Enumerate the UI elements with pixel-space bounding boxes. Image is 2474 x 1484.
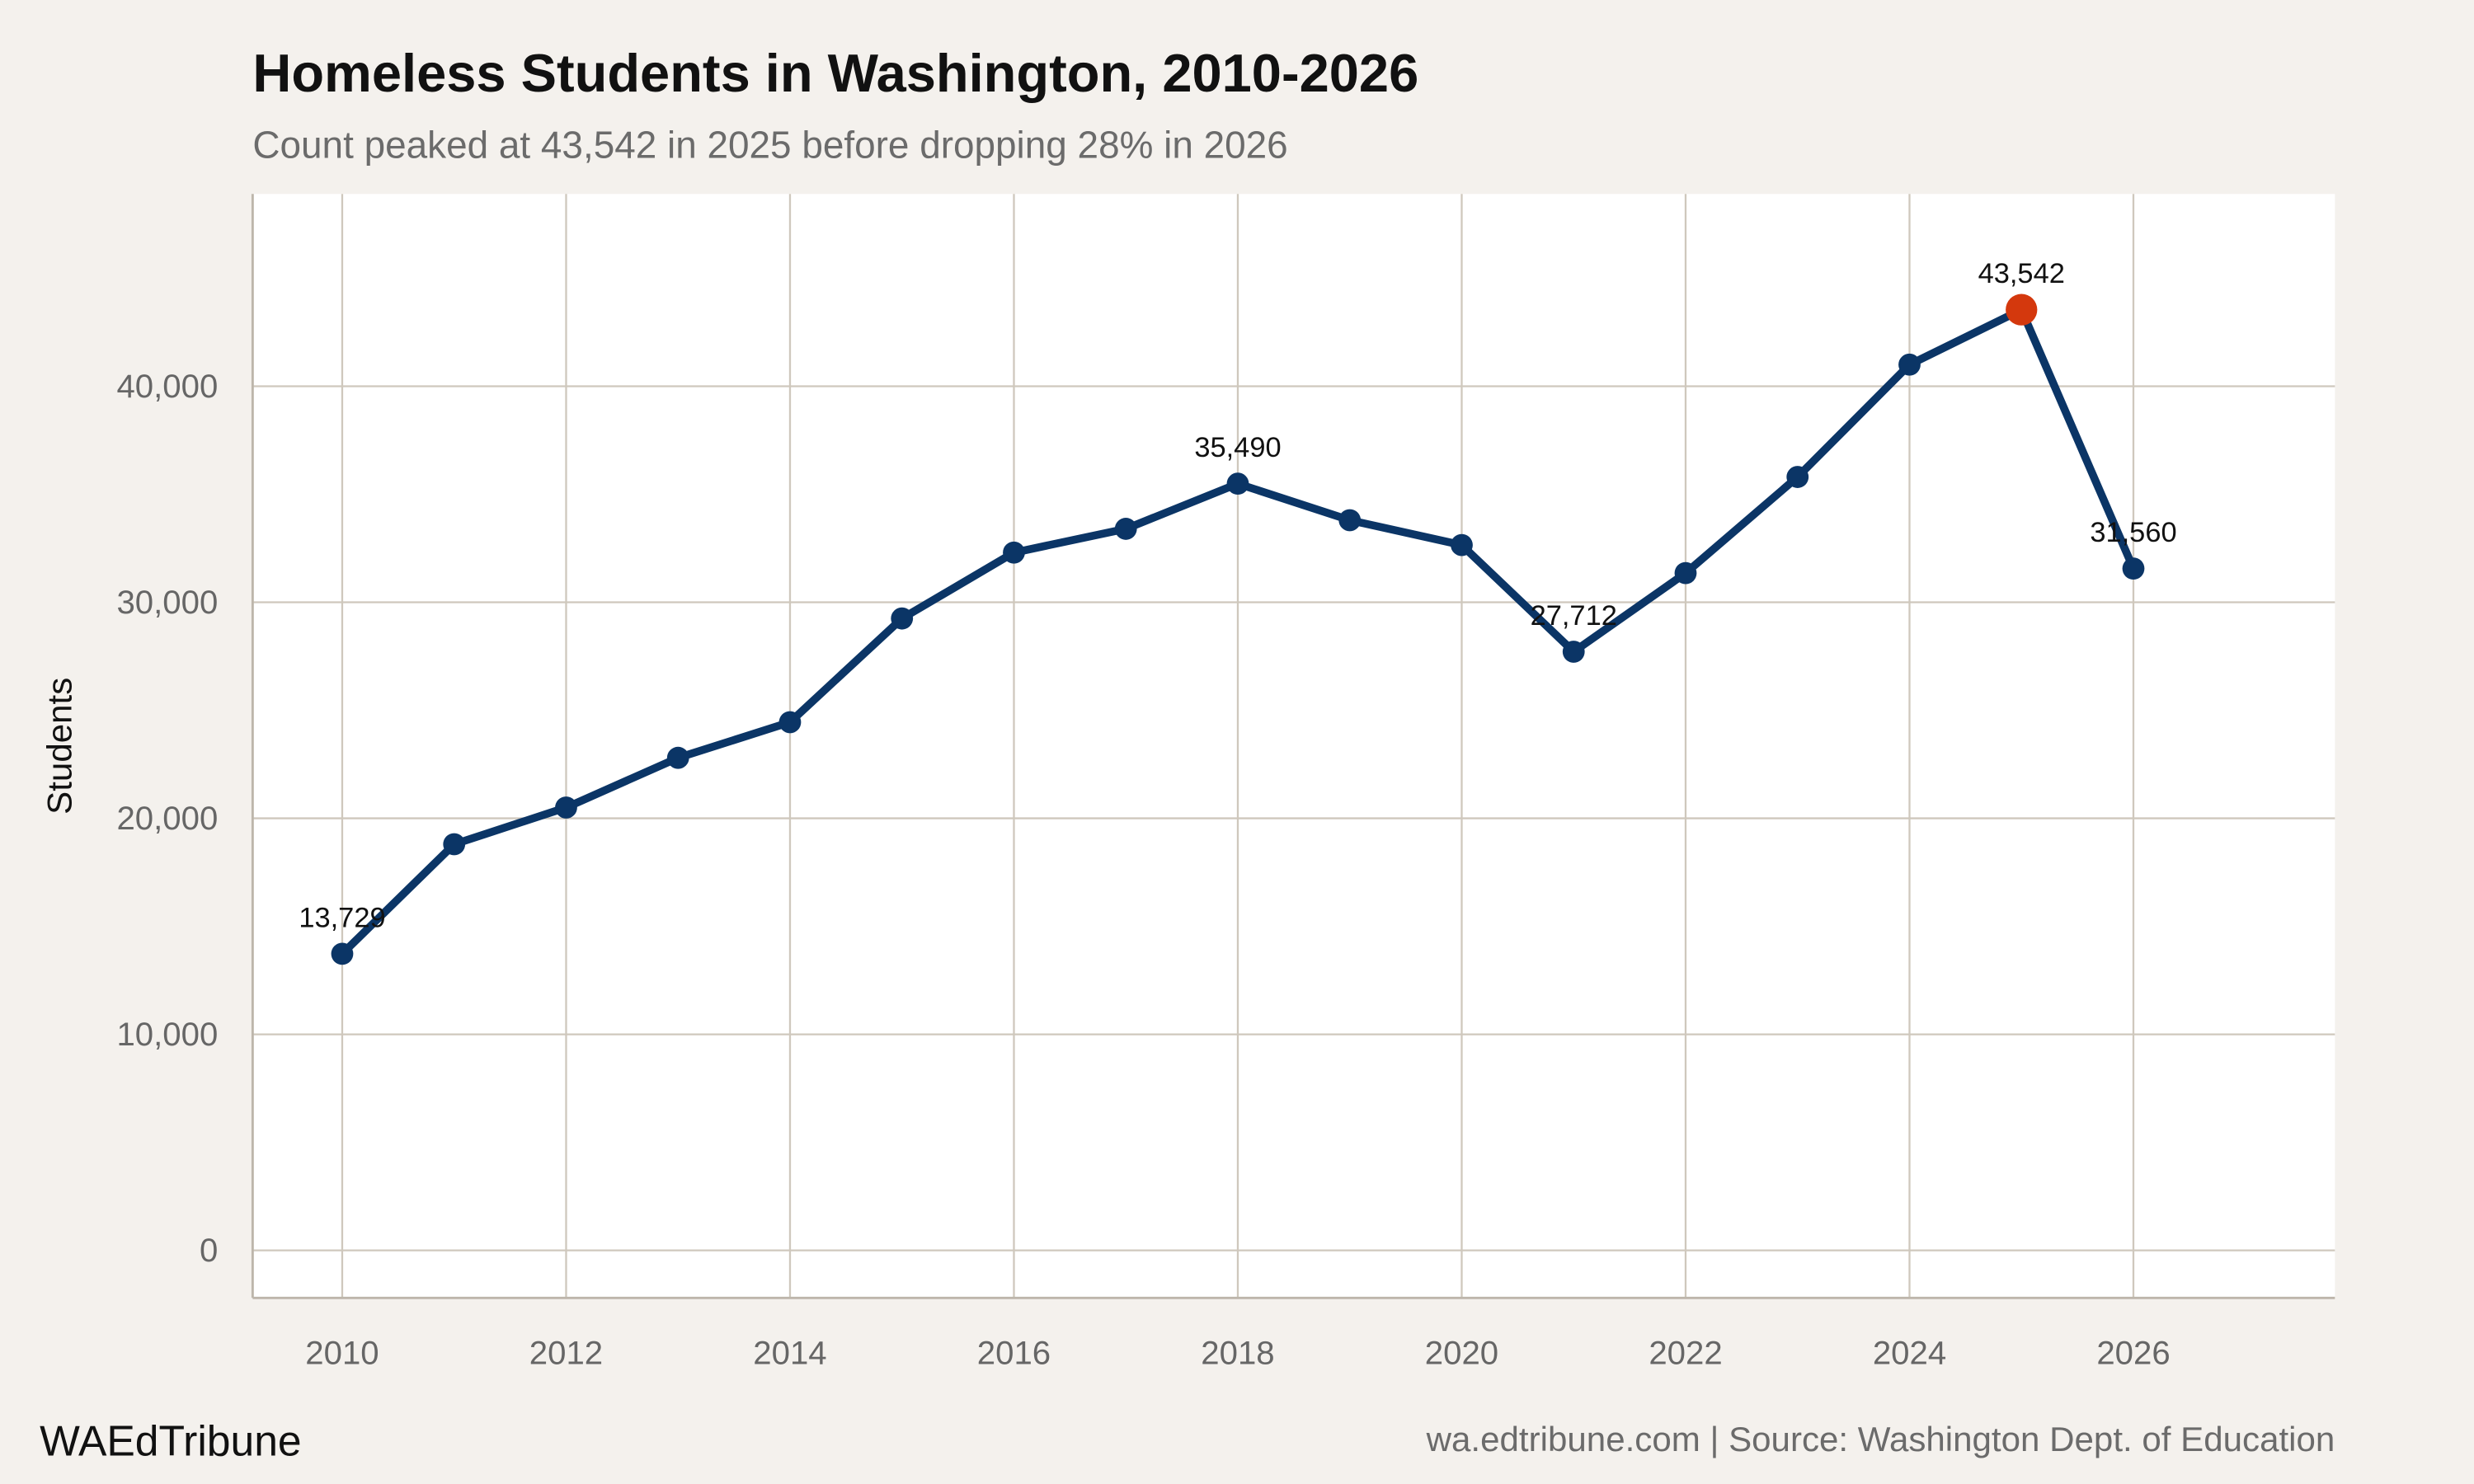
x-tick-label: 2010 — [305, 1335, 379, 1372]
data-point — [891, 607, 914, 630]
data-point — [2122, 557, 2145, 580]
data-point — [1898, 353, 1921, 376]
chart-title: Homeless Students in Washington, 2010-20… — [252, 43, 1418, 103]
footer-source: wa.edtribune.com | Source: Washington De… — [1426, 1420, 2335, 1458]
plot-panel — [252, 194, 2335, 1298]
x-tick-label: 2026 — [2096, 1335, 2170, 1372]
data-point — [1338, 509, 1362, 532]
x-tick-label: 2016 — [977, 1335, 1051, 1372]
data-point — [1226, 472, 1249, 495]
chart-subtitle: Count peaked at 43,542 in 2025 before dr… — [252, 123, 1287, 166]
data-point — [1562, 641, 1585, 663]
x-tick-label: 2018 — [1201, 1335, 1274, 1372]
data-point — [1674, 561, 1697, 585]
y-axis-label: Students — [40, 678, 78, 815]
data-point — [778, 711, 802, 734]
data-point — [666, 746, 689, 769]
y-tick-labels: 0 10,000 20,000 30,000 40,000 — [116, 368, 218, 1269]
data-point — [1003, 541, 1025, 564]
x-tick-label: 2020 — [1425, 1335, 1498, 1372]
grid-lines — [252, 194, 2335, 1298]
data-label: 35,490 — [1194, 432, 1281, 463]
footer-brand: WAEdTribune — [40, 1417, 302, 1465]
data-points — [331, 294, 2145, 965]
data-label: 13,729 — [299, 902, 385, 933]
data-point — [331, 942, 354, 965]
data-labels: 13,729 35,490 27,712 43,542 31,560 — [299, 258, 2176, 933]
x-tick-label: 2012 — [529, 1335, 603, 1372]
x-tick-label: 2024 — [1873, 1335, 1946, 1372]
data-point — [443, 833, 466, 856]
y-tick-label: 40,000 — [116, 368, 218, 405]
data-point — [555, 796, 577, 819]
x-tick-label: 2022 — [1649, 1335, 1722, 1372]
x-tick-labels: 2010 2012 2014 2016 2018 2020 2022 2024 2026 — [305, 1335, 2170, 1372]
data-label: 43,542 — [1978, 258, 2065, 289]
data-label: 27,712 — [1531, 600, 1617, 632]
peak-point — [2006, 294, 2038, 326]
y-tick-label: 20,000 — [116, 800, 218, 837]
data-point — [1114, 518, 1137, 540]
y-tick-label: 30,000 — [116, 584, 218, 621]
data-point — [1451, 533, 1473, 556]
x-tick-label: 2014 — [753, 1335, 826, 1372]
data-point — [1786, 466, 1809, 488]
y-tick-label: 10,000 — [116, 1016, 218, 1053]
y-tick-label: 0 — [200, 1232, 218, 1269]
data-label: 31,560 — [2090, 517, 2176, 548]
